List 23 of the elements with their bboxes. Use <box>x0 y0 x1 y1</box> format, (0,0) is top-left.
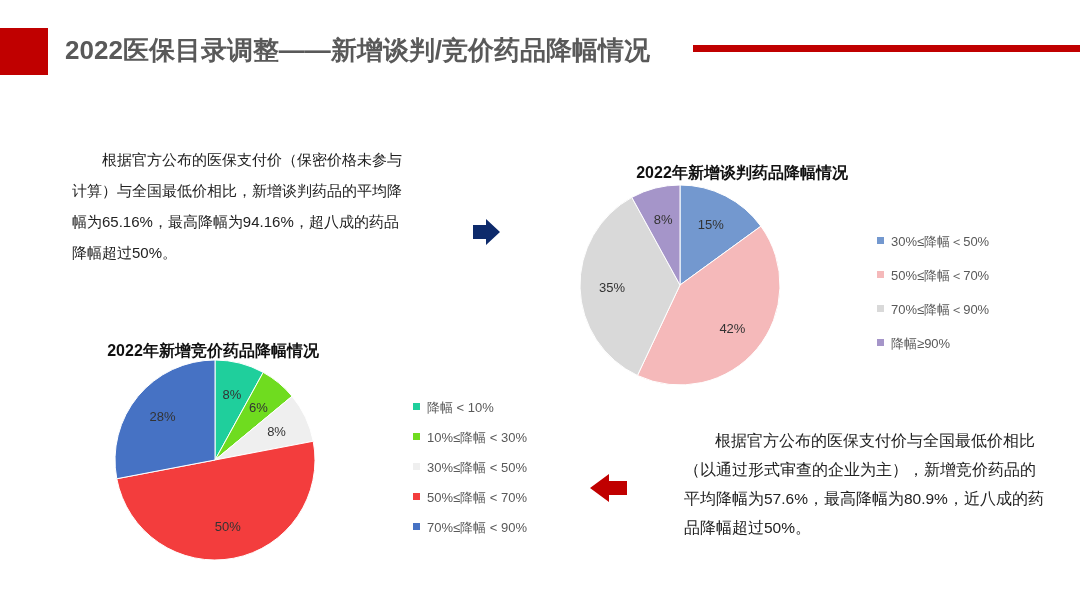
legend-label: 70%≤降幅 < 90% <box>427 519 528 535</box>
legend-label: 30%≤降幅＜50% <box>891 233 990 249</box>
data-label: 42% <box>719 320 746 336</box>
legend-label: 50%≤降幅＜70% <box>891 267 990 283</box>
legend-label: 30%≤降幅 < 50% <box>427 459 528 475</box>
text: 2022医保目录调整——新增谈判/竞价药品降幅情况 <box>65 35 652 65</box>
chart-title: 2022年新增谈判药品降幅情况 <box>636 164 849 181</box>
legend-label: 70%≤降幅＜90% <box>891 301 990 317</box>
legend-label: 降幅 < 10% <box>427 399 495 415</box>
data-label: 50% <box>214 519 242 535</box>
legend-label: 10%≤降幅 < 30% <box>427 429 528 445</box>
data-label: 35% <box>599 279 626 295</box>
data-label: 6% <box>248 400 269 416</box>
text: 根据官方公布的医保支付价（保密价格未参与计算）与全国最低价相比，新增谈判药品的平均降幅为65.16%，最高降幅为94.16%，超八成的药品降幅超过50%。 <box>72 150 403 263</box>
chart-title: 2022年新增竞价药品降幅情况 <box>107 342 320 359</box>
data-label: 15% <box>697 216 725 232</box>
data-label: 8% <box>653 211 673 227</box>
legend-label: 50%≤降幅 < 70% <box>427 489 528 505</box>
data-label: 28% <box>149 409 177 425</box>
data-label: 8% <box>267 423 287 439</box>
data-label: 8% <box>222 386 242 402</box>
legend-label: 降幅≥90% <box>891 335 951 351</box>
text: 根据官方公布的医保支付价与全国最低价相比（以通过形式审查的企业为主），新增竞价药品的平均降幅为57.6%，最高降幅为80.9%，近八成的药品降幅超过50%。 <box>684 431 1045 538</box>
